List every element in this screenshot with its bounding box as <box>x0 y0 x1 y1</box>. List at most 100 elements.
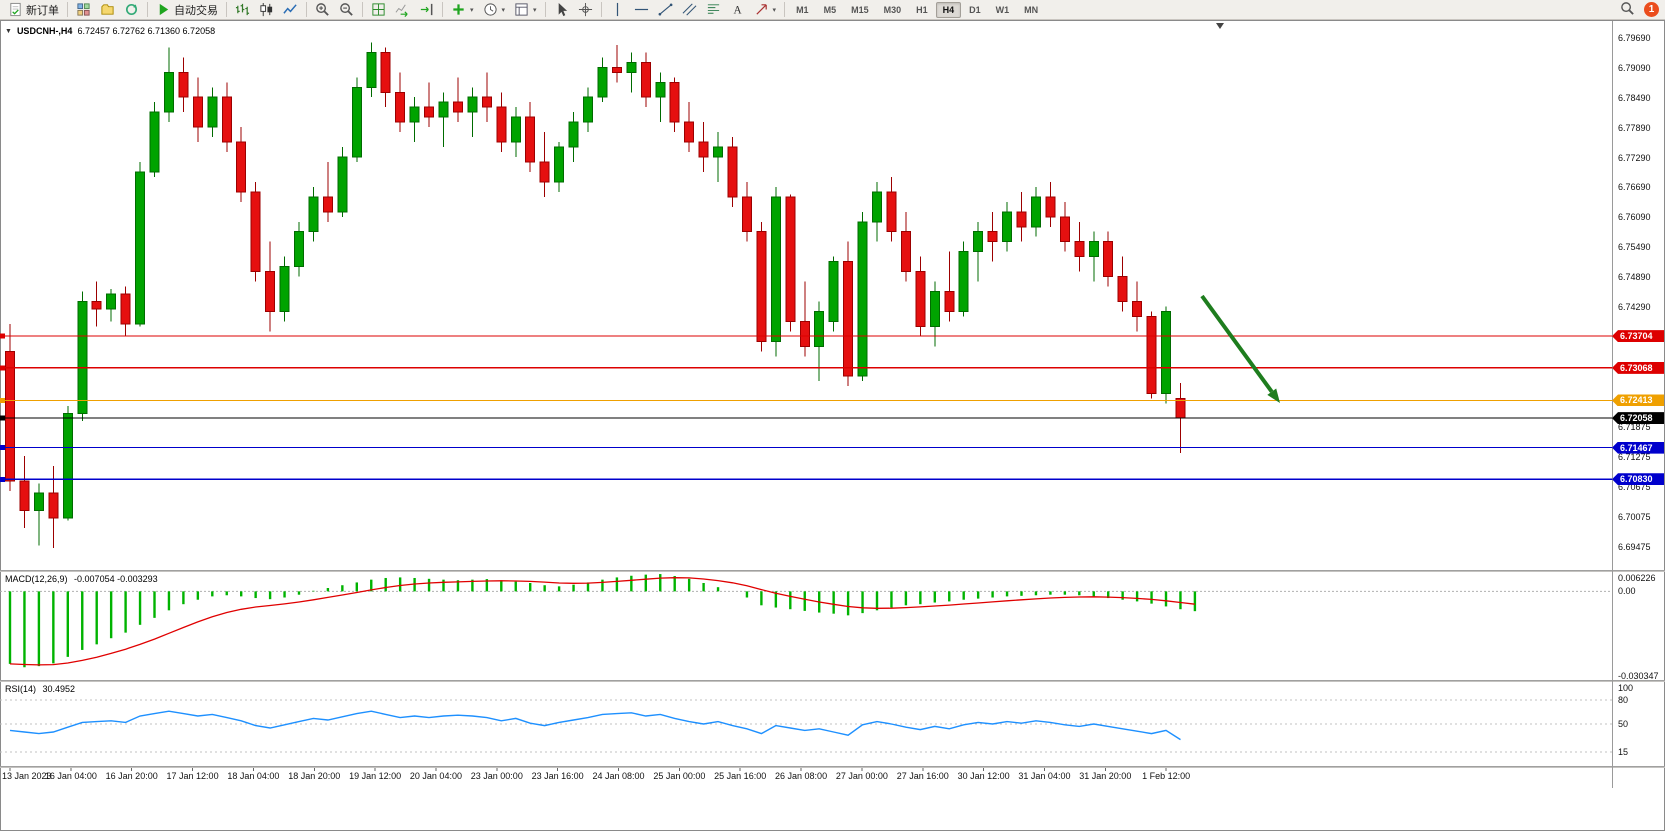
crosshair-icon <box>578 2 593 17</box>
new-order-button[interactable]: 新订单 <box>4 1 63 19</box>
candle <box>106 293 117 310</box>
trendline-button[interactable] <box>654 1 677 19</box>
line-anchor-marker[interactable] <box>0 365 5 371</box>
candle <box>1002 211 1013 243</box>
time-axis-label: 30 Jan 12:00 <box>957 771 1010 781</box>
toolbar-separator <box>362 2 363 17</box>
candle <box>741 196 752 233</box>
candle <box>568 121 579 148</box>
tile-windows-button[interactable] <box>367 1 390 19</box>
timeframe-m15[interactable]: M15 <box>844 2 876 18</box>
auto-scroll-button[interactable] <box>391 1 414 19</box>
text-button[interactable]: A <box>726 1 749 19</box>
candle <box>814 310 825 347</box>
toolbar-separator <box>600 2 602 17</box>
new-chart-button[interactable] <box>72 1 95 19</box>
candle <box>525 116 536 163</box>
zoom-out-button[interactable] <box>335 1 358 19</box>
candle <box>221 96 232 143</box>
arrows-button[interactable]: ▾ <box>750 1 781 19</box>
rsi-axis-label: 80 <box>1618 695 1629 705</box>
timeframe-h4[interactable]: H4 <box>935 1 962 18</box>
rsi-panel <box>0 699 1612 753</box>
time-axis-label: 31 Jan 04:00 <box>1018 771 1071 781</box>
price-axis-label: 6.70675 <box>1618 482 1651 493</box>
arrows-icon <box>754 2 769 17</box>
crosshair-button[interactable] <box>574 1 597 19</box>
price-line-tag[interactable]: 6.72413 <box>1612 394 1664 407</box>
notification-badge[interactable]: 1 <box>1644 2 1659 17</box>
price-axis-label: 6.77890 <box>1618 122 1651 133</box>
line-anchor-marker[interactable] <box>0 397 5 403</box>
price-axis-label: 6.69475 <box>1618 541 1651 552</box>
candle <box>19 480 30 512</box>
refresh-button[interactable] <box>120 1 143 19</box>
timeframe-m30[interactable]: M30 <box>877 2 909 18</box>
bar-chart-button[interactable] <box>231 1 254 19</box>
zoom-in-button[interactable] <box>311 1 334 19</box>
timeframe-m5[interactable]: M5 <box>817 2 844 18</box>
chart-shift-button[interactable] <box>415 1 438 19</box>
candle <box>1030 196 1041 228</box>
price-axis-label: 6.71275 <box>1618 452 1651 463</box>
price-axis-label: 6.79090 <box>1618 62 1651 73</box>
candle <box>698 141 709 158</box>
chart-shift-marker[interactable] <box>1216 23 1224 29</box>
candlestick-chart-button[interactable] <box>255 1 278 19</box>
channel-button[interactable] <box>678 1 701 19</box>
candle <box>539 161 550 183</box>
price-line-tag[interactable]: 6.71467 <box>1612 441 1664 454</box>
chart-bars-icon <box>235 2 250 17</box>
timeframe-d1[interactable]: D1 <box>962 2 988 18</box>
toolbar-buttons: 新订单 自动交易 ▾ ▾ ▾ A ▾ <box>4 1 788 19</box>
candle <box>438 101 449 118</box>
macd-panel-splitter[interactable] <box>0 570 1665 572</box>
line-anchor-marker[interactable] <box>0 333 5 339</box>
candle <box>351 86 362 158</box>
indicators-button[interactable]: ▾ <box>447 1 478 19</box>
autotrading-button[interactable]: 自动交易 <box>152 1 222 19</box>
line-chart-button[interactable] <box>279 1 302 19</box>
cursor-button[interactable] <box>550 1 573 19</box>
time-axis-label: 23 Jan 16:00 <box>531 771 584 781</box>
time-axis-label: 17 Jan 12:00 <box>166 771 219 781</box>
timeframe-mn[interactable]: MN <box>1017 2 1045 18</box>
search-button[interactable] <box>1616 1 1639 19</box>
profiles-button[interactable] <box>96 1 119 19</box>
templates-button[interactable]: ▾ <box>510 1 541 19</box>
price-line-tag[interactable]: 6.70830 <box>1612 473 1664 486</box>
time-axis-border <box>0 766 1665 768</box>
price-line-tag[interactable]: 6.73704 <box>1612 330 1664 343</box>
line-anchor-marker[interactable] <box>0 415 5 421</box>
rsi-panel-splitter[interactable] <box>0 680 1665 682</box>
horizontal-line-button[interactable] <box>630 1 653 19</box>
timeframe-w1[interactable]: W1 <box>989 2 1017 18</box>
chart-line-icon <box>283 2 298 17</box>
candle <box>597 66 608 98</box>
collapse-chart-icon[interactable]: ▼ <box>5 27 12 35</box>
chart-window <box>0 20 1665 831</box>
periods-button[interactable]: ▾ <box>479 1 510 19</box>
candle <box>684 121 695 143</box>
price-line-tag[interactable]: 6.73068 <box>1612 361 1664 374</box>
time-axis-label: 27 Jan 16:00 <box>896 771 949 781</box>
line-anchor-marker[interactable] <box>0 445 5 451</box>
timeframe-m1[interactable]: M1 <box>789 2 816 18</box>
line-anchor-marker[interactable] <box>0 476 5 482</box>
candle <box>62 413 73 519</box>
fibonacci-button[interactable] <box>702 1 725 19</box>
macd-axis-label: 0.006226 <box>1618 573 1656 583</box>
current-price-tag[interactable]: 6.72058 <box>1612 412 1664 425</box>
template-icon <box>514 2 529 17</box>
vertical-line-button[interactable] <box>606 1 629 19</box>
chevron-down-icon: ▾ <box>772 6 777 14</box>
candle <box>900 231 911 273</box>
chevron-down-icon: ▾ <box>470 6 474 14</box>
toolbar-separator <box>544 2 546 17</box>
down-arrow-annotation[interactable] <box>1200 294 1280 403</box>
timeframe-h1[interactable]: H1 <box>909 2 935 18</box>
candle <box>236 141 247 193</box>
main-toolbar: 新订单 自动交易 ▾ ▾ ▾ A ▾ M1 M5 M15 M30 H1 H4 D1 W1 MN 1 <box>0 0 1665 20</box>
